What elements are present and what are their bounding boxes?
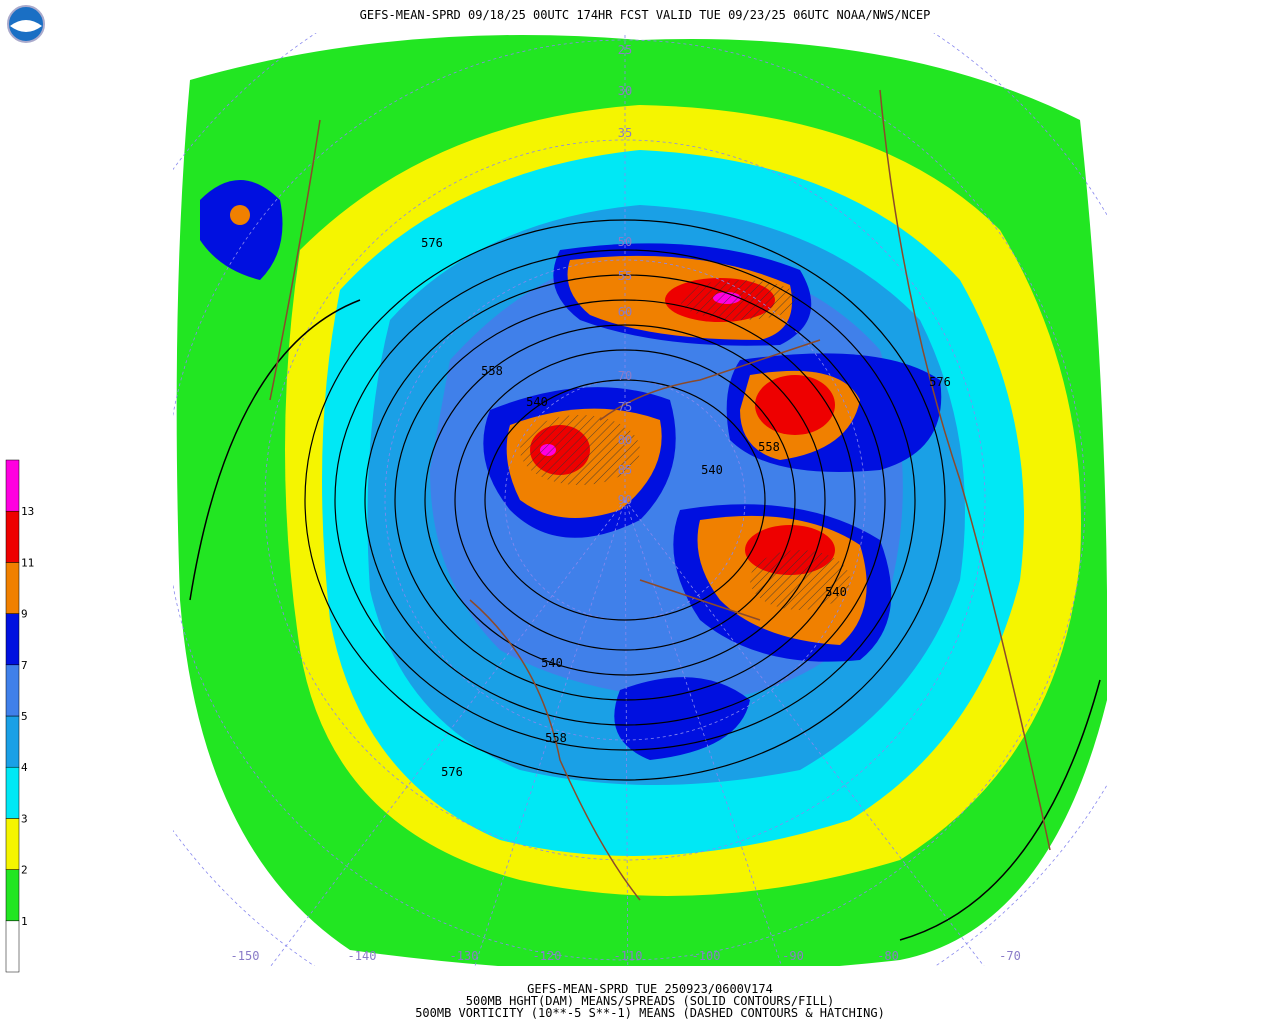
footer-line: GEFS-MEAN-SPRD TUE 250923/0600V174: [527, 982, 773, 996]
legend-level: 11: [21, 556, 34, 569]
latitude-label: 50: [618, 235, 632, 249]
latitude-label: 60: [618, 305, 632, 319]
legend-level: 4: [21, 761, 28, 774]
legend-swatch: [5, 869, 20, 922]
legend-level: 3: [21, 812, 28, 825]
latitude-label: 55: [618, 269, 632, 283]
longitude-label: -70: [999, 949, 1021, 963]
legend-swatch: [5, 459, 20, 512]
contour-label: 540: [701, 463, 723, 477]
legend-level: 13: [21, 505, 34, 518]
legend-swatch: [5, 510, 20, 563]
latitude-label: 70: [618, 369, 632, 383]
longitude-label: -130: [450, 949, 479, 963]
legend-swatch: [5, 766, 20, 819]
legend-level: 2: [21, 864, 28, 877]
latitude-label: 25: [618, 43, 632, 57]
latitude-label: 80: [618, 433, 632, 447]
legend-swatch: [5, 613, 20, 666]
contour-label: 576: [421, 236, 443, 250]
map-fields: [173, 33, 1107, 966]
contour-label: 540: [825, 585, 847, 599]
longitude-label: -100: [692, 949, 721, 963]
latitude-label: 85: [618, 463, 632, 477]
contour-label: 576: [929, 375, 951, 389]
longitude-label: -90: [782, 949, 804, 963]
latitude-label: 30: [618, 84, 632, 98]
longitude-label: -80: [877, 949, 899, 963]
footer-line: 500MB HGHT(DAM) MEANS/SPREADS (SOLID CON…: [466, 994, 834, 1008]
longitude-label: -140: [348, 949, 377, 963]
noaa-logo: [7, 5, 45, 43]
longitude-label: -150: [231, 949, 260, 963]
contour-label: 576: [441, 765, 463, 779]
legend-level: 9: [21, 608, 28, 621]
legend-swatch: [5, 818, 20, 870]
legend-swatch: [5, 920, 20, 973]
legend-swatch: [5, 562, 20, 614]
legend-level: 1: [21, 915, 28, 928]
contour-label: 558: [545, 731, 567, 745]
latitude-label: 35: [618, 126, 632, 140]
legend-swatch: [5, 664, 20, 717]
contour-label: 558: [758, 440, 780, 454]
contour-label: 540: [526, 395, 548, 409]
latitude-label: 75: [618, 400, 632, 414]
legend-level: 7: [21, 659, 28, 672]
footer-line: 500MB VORTICITY (10**-5 S**-1) MEANS (DA…: [415, 1006, 885, 1020]
longitude-label: -120: [533, 949, 562, 963]
latitude-label: 90: [618, 493, 632, 507]
title: GEFS-MEAN-SPRD 09/18/25 00UTC 174HR FCST…: [360, 8, 931, 22]
contour-label: 558: [481, 364, 503, 378]
contour-label: 540: [541, 656, 563, 670]
legend-swatch: [5, 715, 20, 768]
longitude-label: -110: [614, 949, 643, 963]
legend-level: 5: [21, 710, 28, 723]
